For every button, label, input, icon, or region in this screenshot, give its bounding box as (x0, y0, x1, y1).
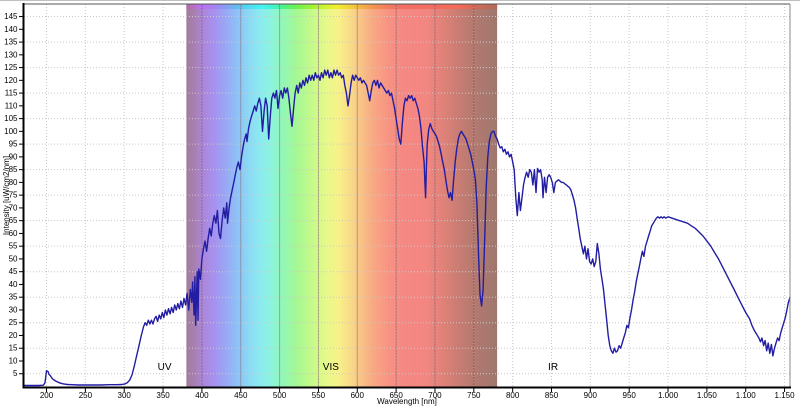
y-tick-label: 45 (9, 267, 18, 276)
x-tick-label: 600 (351, 391, 365, 400)
x-tick-label: 400 (195, 391, 209, 400)
visible-spectrum-band (186, 4, 498, 388)
y-tick-label: 90 (9, 152, 18, 161)
y-tick-label: 120 (4, 76, 18, 85)
y-tick-label: 30 (9, 305, 18, 314)
x-tick-label: 450 (234, 391, 248, 400)
y-tick-label: 65 (9, 216, 18, 225)
y-tick-label: 70 (9, 203, 18, 212)
y-tick-label: 130 (4, 50, 18, 59)
x-tick-label: 800 (506, 391, 520, 400)
region-label-ir: IR (548, 362, 559, 373)
region-label-uv: UV (157, 362, 172, 373)
x-tick-label: 500 (273, 391, 287, 400)
x-tick-label: 650 (389, 391, 403, 400)
y-axis-title-text: Intensity [uW/cm2/nm] (2, 155, 12, 236)
y-tick-label: 85 (9, 165, 18, 174)
y-tick-label: 140 (4, 25, 18, 34)
x-tick-label: 350 (156, 391, 170, 400)
y-tick-label: 115 (5, 89, 18, 98)
x-tick-label: 550 (312, 391, 326, 400)
y-tick-label: 80 (9, 178, 18, 187)
y-tick-label: 50 (9, 254, 18, 263)
y-tick-label: 60 (9, 229, 18, 238)
y-tick-label: 35 (9, 293, 18, 302)
x-tick-label: 900 (584, 391, 598, 400)
x-tick-label: 200 (40, 391, 54, 400)
y-tick-label: 135 (4, 38, 18, 47)
y-tick-label: 95 (9, 140, 18, 149)
x-tick-label: 850 (545, 391, 559, 400)
x-tick-label: 700 (428, 391, 442, 400)
x-tick-label: 950 (623, 391, 637, 400)
x-tick-label: 1.100 (736, 391, 757, 400)
region-label-vis: VIS (322, 362, 339, 373)
y-tick-label: 55 (9, 242, 18, 251)
y-tick-label: 5 (13, 369, 18, 378)
x-axis-title: Wavelength [nm] (377, 397, 437, 406)
y-tick-label: 40 (9, 280, 18, 289)
axes (22, 3, 791, 389)
y-tick-label: 110 (5, 101, 18, 110)
y-tick-label: 10 (9, 356, 18, 365)
y-tick-label: 25 (9, 318, 18, 327)
y-tick-label: 105 (4, 114, 18, 123)
y-tick-label: 125 (4, 63, 18, 72)
y-axis-ticks: 5 10 15 20 25 30 35 40 45 50 55 60 65 70 75 80 85 90 95 100… (4, 12, 23, 378)
x-tick-label: 300 (118, 391, 132, 400)
x-tick-label: 1.000 (658, 391, 679, 400)
y-axis-title: Intensity [uW/cm2/nm] (0, 4, 14, 387)
visible-spectrum-band-top-strip (186, 4, 498, 9)
y-tick-label: 100 (4, 127, 18, 136)
spectrum-curve (23, 69, 791, 387)
x-tick-label: 750 (467, 391, 481, 400)
band-gridlines (201, 4, 475, 387)
y-tick-label: 145 (4, 12, 18, 21)
y-tick-label: 15 (9, 344, 18, 353)
x-tick-label: 1.050 (697, 391, 718, 400)
x-axis-ticks: 200 250 300 350 400 450 500 550 600 650 700 750 800 8… (40, 388, 796, 400)
y-tick-label: 75 (9, 191, 18, 200)
x-tick-label: 250 (79, 391, 93, 400)
y-tick-label: 20 (9, 331, 18, 340)
x-tick-label: 1.150 (775, 391, 796, 400)
